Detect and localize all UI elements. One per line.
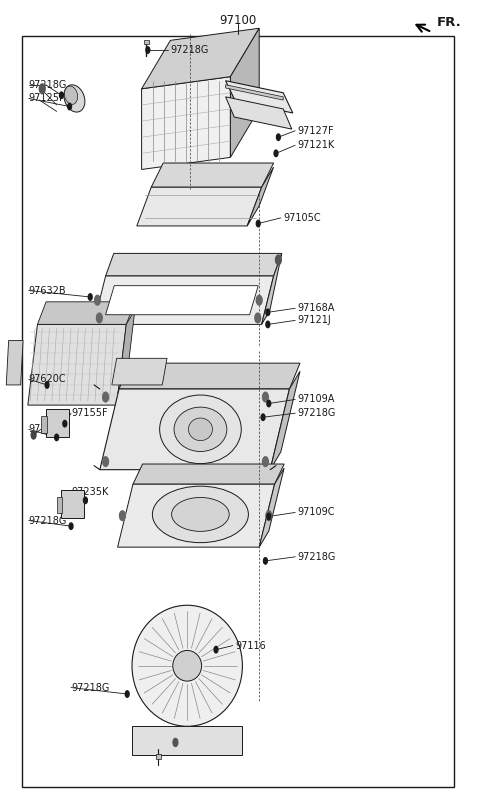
Circle shape (214, 646, 218, 653)
Text: 97168A: 97168A (298, 303, 335, 313)
Ellipse shape (152, 486, 249, 542)
Text: 97105C: 97105C (283, 213, 321, 223)
Circle shape (267, 400, 271, 407)
Circle shape (88, 294, 92, 300)
Polygon shape (106, 253, 282, 276)
Text: 97109A: 97109A (298, 395, 335, 404)
Circle shape (256, 220, 260, 227)
Bar (46, 409, 69, 437)
Text: 97218G: 97218G (170, 45, 209, 55)
Polygon shape (28, 324, 126, 405)
Text: 97218G: 97218G (298, 552, 336, 562)
Polygon shape (100, 389, 289, 470)
Ellipse shape (132, 605, 242, 726)
Text: 97218G: 97218G (29, 424, 67, 434)
Polygon shape (226, 85, 283, 100)
Circle shape (267, 513, 271, 520)
Circle shape (103, 457, 108, 466)
Ellipse shape (64, 86, 78, 104)
Text: 97620C: 97620C (29, 374, 66, 384)
Text: 97116: 97116 (235, 641, 266, 650)
Circle shape (256, 295, 262, 305)
Text: FR.: FR. (437, 16, 462, 29)
Circle shape (255, 313, 261, 323)
Polygon shape (6, 341, 23, 385)
Text: 97155F: 97155F (71, 408, 108, 418)
Circle shape (84, 497, 87, 504)
Circle shape (146, 47, 150, 53)
Circle shape (55, 434, 59, 441)
Circle shape (266, 321, 270, 328)
Circle shape (39, 84, 45, 94)
Polygon shape (132, 726, 242, 755)
Circle shape (266, 309, 270, 316)
Polygon shape (117, 310, 135, 405)
Circle shape (276, 255, 281, 265)
Polygon shape (226, 97, 292, 129)
Circle shape (276, 134, 280, 140)
Circle shape (263, 392, 268, 402)
Ellipse shape (189, 418, 213, 441)
Text: 97109C: 97109C (298, 508, 335, 517)
Polygon shape (106, 286, 258, 315)
Text: 97100: 97100 (219, 14, 256, 27)
Polygon shape (142, 28, 259, 89)
Circle shape (31, 431, 36, 439)
Circle shape (96, 313, 102, 323)
Polygon shape (94, 276, 274, 324)
Circle shape (125, 691, 129, 697)
Text: 97218G: 97218G (29, 80, 67, 90)
Circle shape (95, 295, 100, 305)
Polygon shape (151, 163, 274, 187)
Bar (41, 416, 47, 433)
Polygon shape (119, 363, 300, 389)
Text: 97632B: 97632B (29, 286, 66, 295)
Text: 97218G: 97218G (29, 516, 67, 525)
Ellipse shape (171, 497, 229, 531)
Circle shape (63, 420, 67, 427)
Polygon shape (137, 187, 262, 226)
Text: 97218G: 97218G (298, 408, 336, 418)
Circle shape (274, 150, 278, 157)
Text: 97125F: 97125F (29, 94, 65, 103)
Polygon shape (262, 253, 282, 324)
Bar (61, 490, 84, 518)
Circle shape (266, 511, 272, 521)
Circle shape (68, 103, 72, 110)
Text: 97127F: 97127F (298, 126, 334, 136)
Polygon shape (226, 81, 293, 113)
Text: 97218G: 97218G (71, 683, 109, 692)
Bar (57, 497, 62, 513)
Polygon shape (259, 468, 284, 547)
Polygon shape (112, 358, 167, 385)
Circle shape (263, 457, 268, 466)
Ellipse shape (160, 395, 241, 463)
Polygon shape (142, 77, 230, 169)
Circle shape (173, 738, 178, 746)
Text: 97121J: 97121J (298, 316, 331, 325)
Text: 97121K: 97121K (298, 140, 335, 150)
Ellipse shape (174, 407, 227, 452)
Circle shape (120, 511, 125, 521)
Polygon shape (230, 28, 259, 157)
Polygon shape (37, 302, 135, 324)
Circle shape (264, 558, 267, 564)
Circle shape (45, 382, 49, 388)
Polygon shape (118, 484, 275, 547)
Bar (144, 40, 149, 44)
Polygon shape (270, 371, 300, 470)
Circle shape (103, 392, 108, 402)
Polygon shape (133, 464, 284, 484)
Text: 97235K: 97235K (71, 487, 108, 497)
Circle shape (60, 92, 63, 98)
Circle shape (69, 523, 73, 529)
Circle shape (261, 414, 265, 420)
Ellipse shape (173, 650, 202, 681)
Polygon shape (247, 167, 274, 226)
Ellipse shape (64, 85, 85, 112)
Bar (156, 754, 161, 759)
